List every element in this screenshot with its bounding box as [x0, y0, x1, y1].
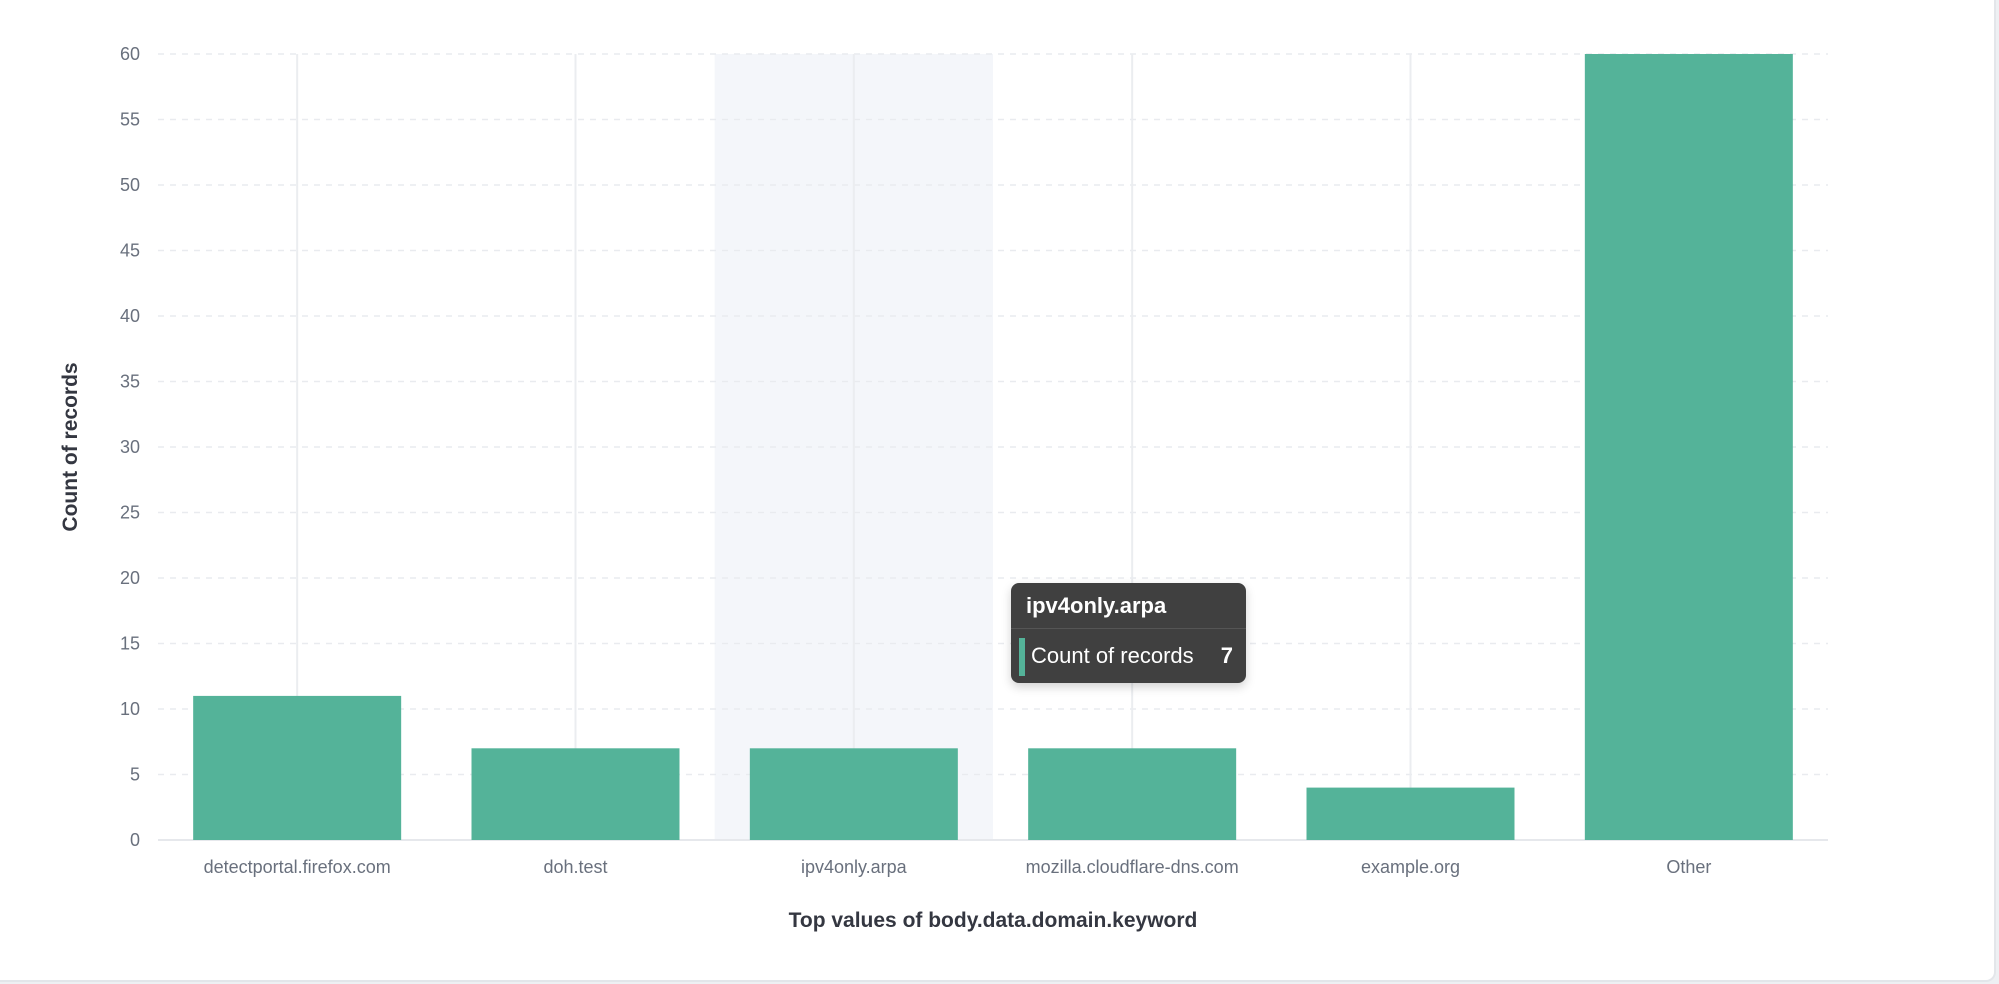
tooltip-swatch	[1019, 638, 1025, 676]
y-tick-label: 0	[130, 830, 140, 850]
x-tick-label: mozilla.cloudflare-dns.com	[1026, 857, 1239, 877]
y-tick-label: 50	[120, 175, 140, 195]
bar[interactable]	[193, 695, 402, 840]
bar[interactable]	[1306, 787, 1515, 840]
bars[interactable]	[193, 54, 1793, 840]
tooltip-row: Count of records 7	[1011, 629, 1246, 683]
y-tick-label: 15	[120, 634, 140, 654]
y-tick-label: 30	[120, 437, 140, 457]
x-tick-label: detectportal.firefox.com	[204, 857, 391, 877]
y-tick-label: 35	[120, 372, 140, 392]
bar[interactable]	[1028, 748, 1237, 840]
y-tick-label: 5	[130, 765, 140, 785]
bar[interactable]	[749, 748, 958, 840]
bar[interactable]	[471, 748, 680, 840]
x-tick-label: doh.test	[543, 857, 607, 877]
tooltip-label: Count of records	[1031, 643, 1194, 668]
y-tick-label: 40	[120, 306, 140, 326]
tooltip: ipv4only.arpa Count of records 7	[1011, 583, 1246, 683]
x-axis-ticks: detectportal.firefox.com doh.test ipv4only…	[204, 857, 1712, 877]
x-tick-label: Other	[1666, 857, 1711, 877]
y-tick-label: 45	[120, 241, 140, 261]
y-tick-label: 55	[120, 110, 140, 130]
tooltip-title: ipv4only.arpa	[1011, 583, 1246, 629]
x-axis-title: Top values of body.data.domain.keyword	[789, 909, 1198, 932]
y-axis-title: Count of records	[59, 362, 82, 531]
y-tick-label: 25	[120, 503, 140, 523]
bar[interactable]	[1584, 54, 1793, 840]
x-tick-label: ipv4only.arpa	[801, 857, 908, 877]
y-tick-label: 60	[120, 44, 140, 64]
y-tick-label: 10	[120, 699, 140, 719]
x-tick-label: example.org	[1361, 857, 1460, 877]
y-axis-ticks: 0 5 10 15 20 25 30 35 40 45 50 55 60	[120, 44, 140, 850]
tooltip-value: 7	[1220, 643, 1233, 668]
y-tick-label: 20	[120, 568, 140, 588]
